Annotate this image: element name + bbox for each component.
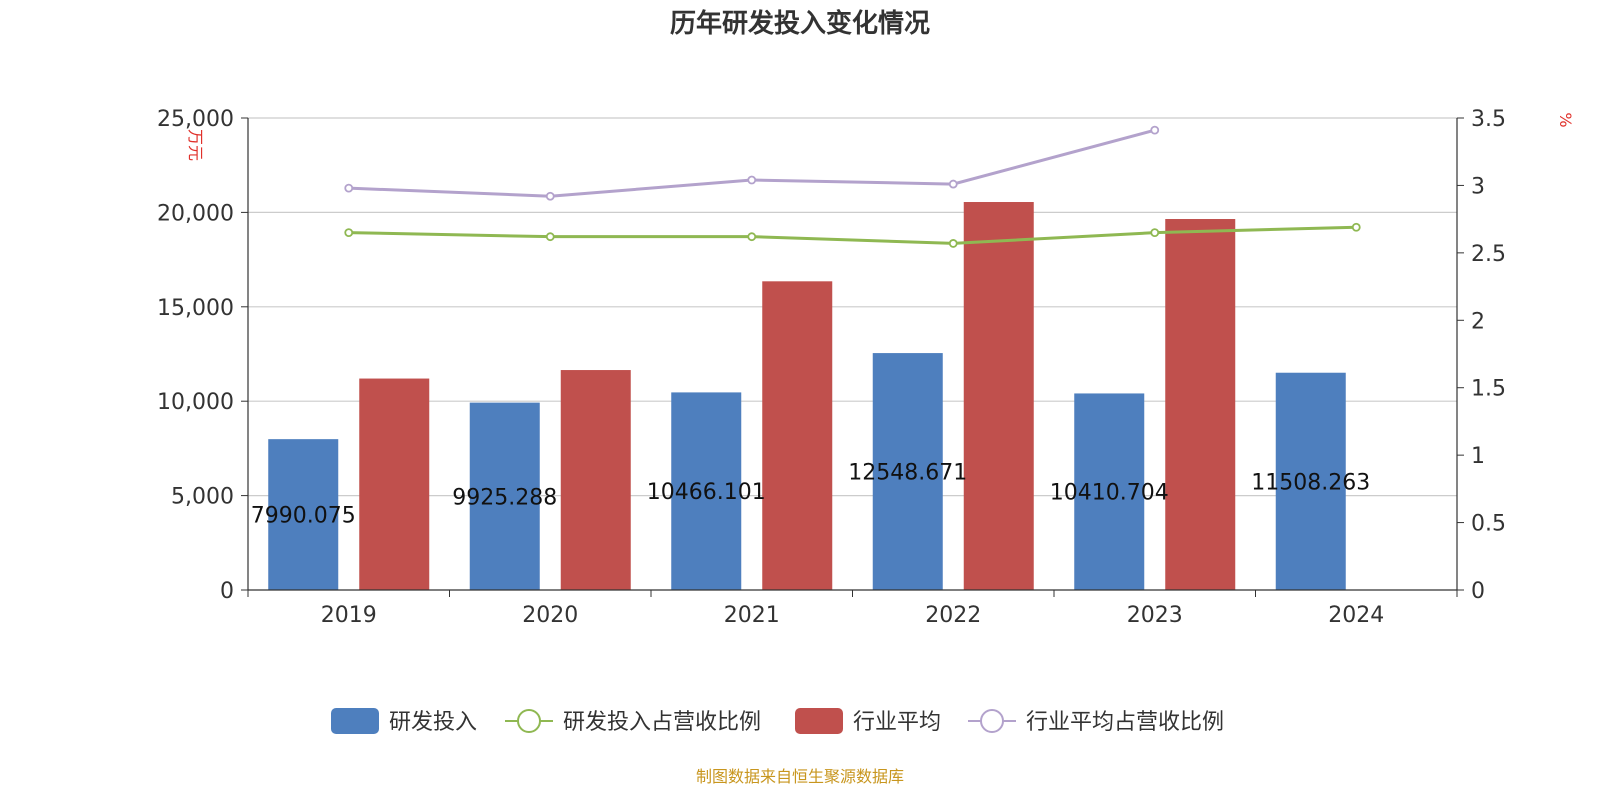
bar-value-label: 9925.288: [452, 485, 557, 510]
left-tick-label: 20,000: [157, 201, 234, 226]
chart-title: 历年研发投入变化情况: [670, 8, 930, 39]
line-point: [747, 175, 757, 185]
legend-swatch-marker-3: [980, 709, 1004, 733]
right-axis-unit: %: [1556, 112, 1575, 127]
bars: [268, 202, 1346, 591]
line-point: [545, 191, 555, 201]
line-point: [1150, 228, 1160, 238]
right-tick-label: 1: [1471, 444, 1485, 469]
axes: 0 5,000 10,000 15,000 20,000 25,000 0 0.5 1 1.5 2 2…: [157, 107, 1506, 628]
bar-rd-2021: [671, 392, 742, 590]
source-note: 制图数据来自恒生聚源数据库: [696, 767, 904, 786]
bar-rd-2024: [1275, 372, 1346, 590]
series-line-1: [348, 225, 1357, 245]
right-tick-label: 0: [1471, 579, 1485, 604]
legend-label-1: 研发投入占营收比例: [563, 710, 761, 735]
right-tick-label: 0.5: [1471, 512, 1506, 537]
line-point: [948, 239, 958, 248]
legend-swatch-0: [331, 708, 379, 734]
lines: [344, 125, 1361, 248]
legend-label-0: 研发投入: [389, 710, 477, 735]
left-tick-label: 15,000: [157, 296, 234, 321]
bar-industry-2022: [963, 202, 1034, 591]
x-tick-label: 2022: [925, 603, 981, 628]
right-tick-label: 1.5: [1471, 377, 1506, 402]
left-tick-label: 25,000: [157, 107, 234, 132]
bar-rd-2019: [268, 439, 339, 590]
line-point: [948, 179, 958, 189]
right-tick-label: 3.5: [1471, 107, 1506, 132]
bar-rd-2023: [1074, 393, 1145, 590]
line-point: [344, 228, 354, 238]
legend-swatch-marker-1: [517, 709, 541, 733]
left-axis-unit: 万元: [186, 129, 205, 161]
bar-rd-2022: [872, 353, 943, 590]
bar-value-label: 7990.075: [251, 504, 356, 529]
left-tick-label: 10,000: [157, 390, 234, 415]
series-line-3: [348, 128, 1156, 198]
right-tick-label: 3: [1471, 174, 1485, 199]
legend: 研发投入 研发投入占营收比例 行业平均 行业平均占营收比例: [331, 708, 1224, 735]
right-tick-label: 2: [1471, 309, 1485, 334]
legend-swatch-2: [795, 708, 843, 734]
x-tick-label: 2024: [1328, 603, 1384, 628]
legend-label-3: 行业平均占营收比例: [1026, 710, 1224, 735]
bar-value-label: 11508.263: [1251, 470, 1370, 495]
left-tick-label: 5,000: [171, 485, 234, 510]
bar-value-label: 10466.101: [647, 480, 766, 505]
bar-industry-2021: [762, 281, 833, 590]
x-tick-label: 2023: [1127, 603, 1183, 628]
x-tick-label: 2021: [724, 603, 780, 628]
bar-rd-2020: [469, 402, 540, 590]
line-point: [545, 232, 555, 242]
line-point: [747, 232, 757, 242]
bar-industry-2023: [1165, 219, 1236, 590]
grid-lines: [248, 117, 1457, 497]
line-point: [344, 183, 354, 193]
bar-industry-2019: [359, 378, 430, 590]
data-labels: 7990.075 9925.288 10466.101 12548.671 10410.…: [251, 461, 1370, 529]
bar-industry-2020: [560, 370, 631, 590]
left-tick-label: 0: [220, 579, 234, 604]
right-tick-label: 2.5: [1471, 242, 1506, 267]
x-tick-label: 2020: [522, 603, 578, 628]
line-point: [1351, 222, 1361, 232]
line-point: [1150, 125, 1160, 135]
legend-label-2: 行业平均: [853, 710, 941, 735]
bar-value-label: 10410.704: [1050, 481, 1169, 506]
bar-value-label: 12548.671: [848, 461, 967, 486]
x-tick-label: 2019: [321, 603, 377, 628]
